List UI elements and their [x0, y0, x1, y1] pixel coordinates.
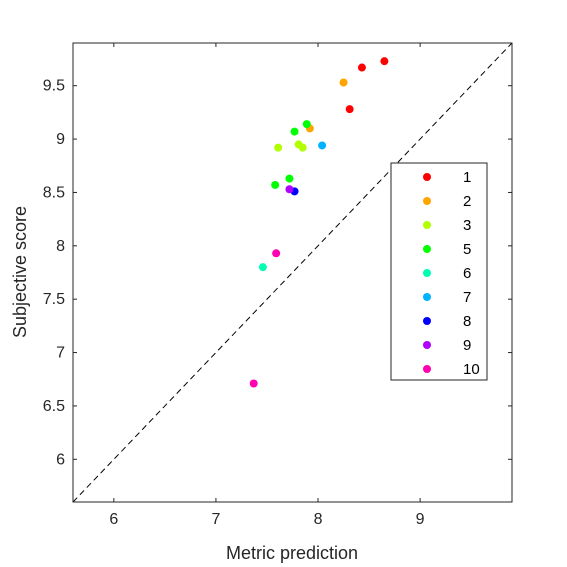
legend-label: 9: [463, 337, 471, 354]
legend-marker: [423, 197, 431, 205]
y-tick-label: 8.5: [43, 184, 65, 201]
legend-label: 10: [463, 361, 480, 378]
legend: 1 2 3 5 6 7 8 9 10: [390, 162, 488, 381]
legend-label: 7: [463, 289, 471, 306]
x-tick-label: 9: [416, 511, 425, 528]
data-point: [298, 143, 307, 152]
x-tick-label: 8: [314, 511, 323, 528]
y-tick-label: 6.5: [43, 398, 65, 415]
legend-label: 8: [463, 313, 471, 330]
data-point: [380, 57, 389, 66]
data-point: [249, 379, 258, 388]
axis-ticks: 6 7 8 9 6 6.5 7 7.5 8 8.5 9 9.5: [43, 43, 512, 528]
legend-label: 6: [463, 265, 471, 282]
data-point: [285, 174, 294, 183]
y-tick-label: 9.5: [43, 78, 65, 95]
data-point: [318, 141, 327, 150]
data-point: [290, 127, 299, 136]
data-point: [339, 78, 348, 87]
data-point: [272, 249, 281, 258]
legend-marker: [423, 341, 431, 349]
y-tick-label: 7: [56, 345, 65, 362]
y-tick-label: 6: [56, 451, 65, 468]
data-points: [249, 57, 389, 388]
legend-marker: [423, 173, 431, 181]
data-point: [285, 185, 294, 194]
x-tick-label: 6: [109, 511, 118, 528]
data-point: [274, 143, 283, 152]
data-point: [258, 263, 267, 272]
data-point: [345, 105, 354, 114]
data-point: [302, 120, 311, 129]
plot-frame: [72, 42, 513, 503]
legend-marker: [423, 365, 431, 373]
legend-label: 2: [463, 193, 471, 210]
legend-box: [390, 162, 488, 381]
data-point: [271, 180, 280, 189]
legend-label: 3: [463, 217, 471, 234]
y-tick-label: 8: [56, 238, 65, 255]
legend-marker: [423, 269, 431, 277]
x-tick-label: 7: [211, 511, 220, 528]
legend-marker: [423, 245, 431, 253]
legend-marker: [423, 293, 431, 301]
legend-marker: [423, 317, 431, 325]
legend-label: 1: [463, 169, 471, 186]
x-axis-label: Metric prediction: [226, 543, 358, 563]
y-axis-label: Subjective score: [10, 206, 30, 338]
legend-marker: [423, 221, 431, 229]
legend-label: 5: [463, 241, 471, 258]
data-point: [357, 63, 366, 72]
y-tick-label: 7.5: [43, 291, 65, 308]
y-tick-label: 9: [56, 131, 65, 148]
identity-reference-line: [72, 42, 513, 503]
